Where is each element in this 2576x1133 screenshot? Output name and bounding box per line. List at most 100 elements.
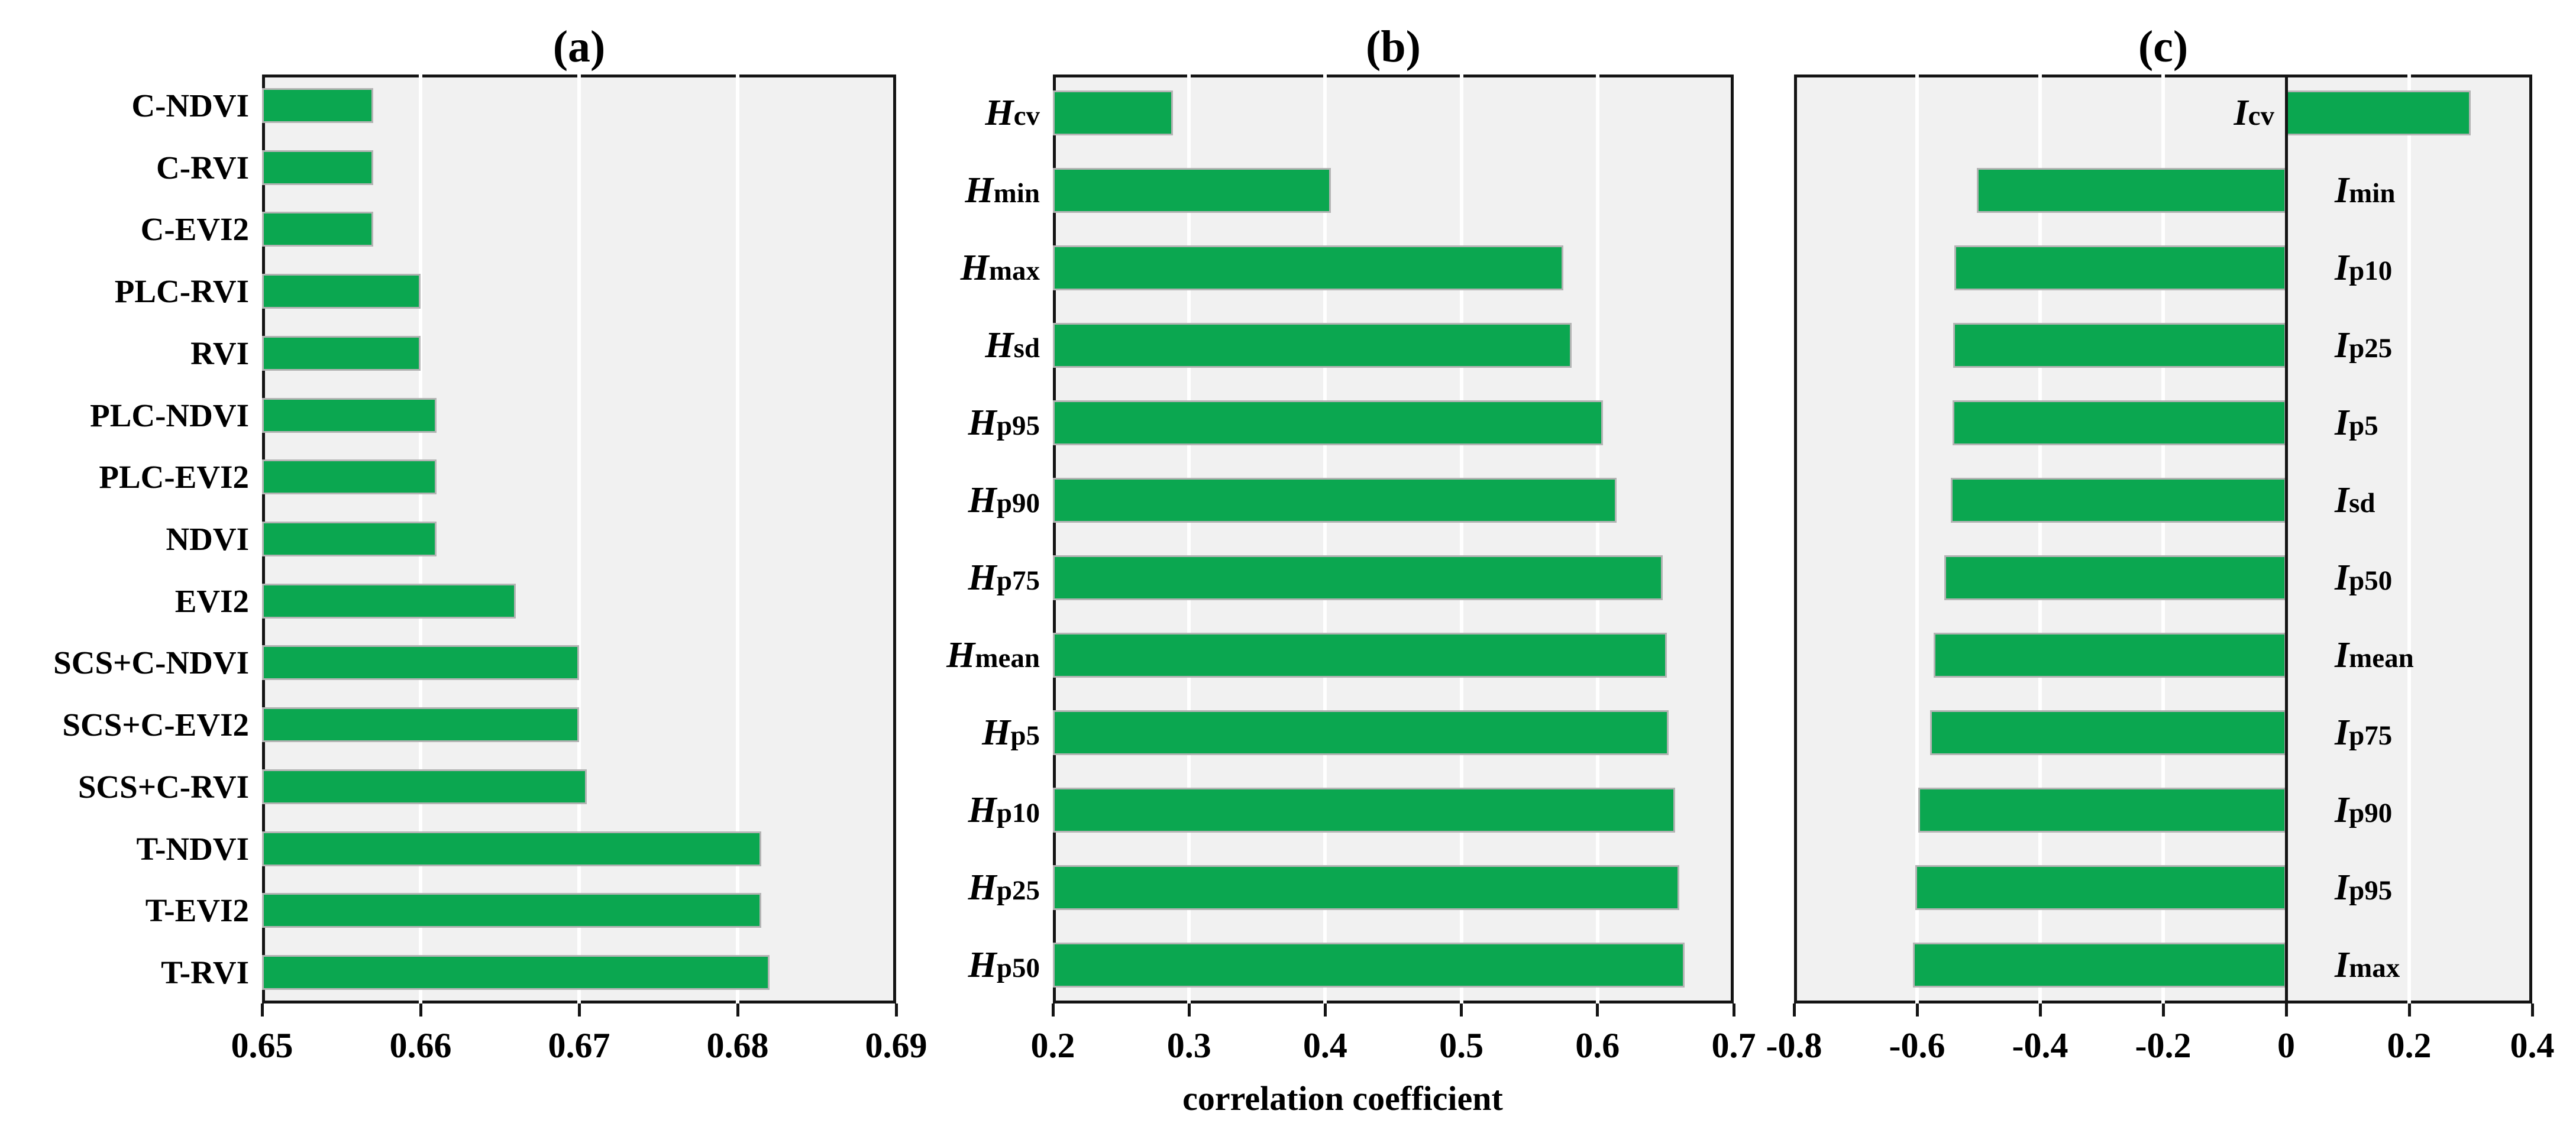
category-suffix: p75 xyxy=(996,565,1040,596)
category-label: T-RVI xyxy=(0,955,249,990)
category-prefix: H xyxy=(968,944,997,985)
tick-mark xyxy=(2530,1003,2534,1017)
category-label: Hmean xyxy=(596,633,1040,678)
bar xyxy=(1053,555,1663,600)
category-suffix: min xyxy=(993,178,1040,209)
category-prefix: H xyxy=(968,557,997,598)
category-suffix: p75 xyxy=(2349,720,2393,751)
tick-label: 0.65 xyxy=(231,1026,293,1065)
gridline xyxy=(577,75,581,1003)
category-suffix: sd xyxy=(2349,488,2375,519)
category-label: Ip10 xyxy=(2335,245,2576,290)
panel-title: (a) xyxy=(552,22,606,72)
category-prefix: I xyxy=(2335,325,2349,366)
category-text: T-EVI2 xyxy=(145,892,249,929)
category-label: C-RVI xyxy=(0,150,249,185)
category-suffix: p90 xyxy=(996,488,1040,519)
category-label: Hp75 xyxy=(596,555,1040,600)
tick-label: -0.2 xyxy=(2135,1026,2192,1065)
tick-label: 0.66 xyxy=(389,1026,452,1065)
category-text: NDVI xyxy=(166,521,249,557)
tick-mark xyxy=(2407,1003,2411,1017)
category-label: Hmax xyxy=(596,245,1040,290)
tick-mark xyxy=(2161,1003,2165,1017)
category-prefix: H xyxy=(946,635,975,675)
tick-mark xyxy=(1460,1003,1463,1017)
gridline xyxy=(1187,75,1191,1003)
bar xyxy=(262,707,579,743)
category-label: Ip50 xyxy=(2335,555,2576,600)
bar xyxy=(262,274,421,309)
category-prefix: H xyxy=(985,93,1014,134)
category-prefix: I xyxy=(2335,557,2349,598)
bar xyxy=(1053,865,1679,910)
bar xyxy=(262,893,762,928)
category-text: T-RVI xyxy=(161,954,249,991)
category-suffix: cv xyxy=(2248,101,2274,132)
tick-mark xyxy=(1792,1003,1796,1017)
bar xyxy=(262,955,770,990)
category-suffix: p95 xyxy=(996,410,1040,442)
gridline xyxy=(2038,75,2042,1003)
bar xyxy=(1053,323,1572,368)
tick-mark xyxy=(1732,1003,1735,1017)
category-prefix: I xyxy=(2335,867,2349,908)
category-prefix: I xyxy=(2335,635,2349,675)
bar xyxy=(262,88,373,123)
tick-mark xyxy=(577,1003,581,1017)
category-suffix: mean xyxy=(975,642,1040,674)
category-text: EVI2 xyxy=(174,582,249,619)
category-label: PLC-EVI2 xyxy=(0,459,249,494)
category-suffix: mean xyxy=(2349,642,2414,674)
bar xyxy=(1976,168,2286,213)
category-suffix: cv xyxy=(1013,101,1040,132)
bar xyxy=(262,583,516,619)
category-prefix: I xyxy=(2335,480,2349,521)
category-suffix: max xyxy=(988,255,1040,287)
category-prefix: H xyxy=(965,170,994,211)
category-label: C-EVI2 xyxy=(0,212,249,247)
tick-label: 0.6 xyxy=(1575,1026,1620,1065)
category-suffix: p90 xyxy=(2349,797,2393,828)
category-suffix: p5 xyxy=(1010,720,1040,751)
bar xyxy=(262,459,437,495)
tick-label: 0.4 xyxy=(1302,1026,1347,1065)
bar xyxy=(1053,710,1669,755)
tick-label: 0.2 xyxy=(2387,1026,2432,1065)
category-suffix: sd xyxy=(1013,333,1040,364)
tick-mark xyxy=(419,1003,422,1017)
category-label: SCS+C-NDVI xyxy=(0,645,249,680)
category-prefix: I xyxy=(2335,789,2349,830)
category-label: Imean xyxy=(2335,633,2576,678)
category-text: PLC-RVI xyxy=(114,273,249,310)
category-prefix: I xyxy=(2335,712,2349,753)
category-text: SCS+C-NDVI xyxy=(53,645,249,681)
bar xyxy=(262,769,587,804)
bar xyxy=(262,335,421,371)
bar xyxy=(1918,787,2286,833)
category-label: Hp90 xyxy=(596,478,1040,523)
tick-mark xyxy=(1187,1003,1191,1017)
tick-mark xyxy=(2284,1003,2288,1017)
plot-area xyxy=(1053,75,1734,1003)
category-label: Isd xyxy=(2335,478,2576,523)
category-suffix: p50 xyxy=(996,952,1040,983)
category-prefix: H xyxy=(982,712,1011,753)
tick-mark xyxy=(894,1003,898,1017)
category-text: PLC-NDVI xyxy=(90,397,249,433)
bar xyxy=(1912,942,2286,988)
category-label: T-EVI2 xyxy=(0,893,249,928)
gridline xyxy=(736,75,739,1003)
category-prefix: H xyxy=(968,867,997,908)
tick-label: 0.2 xyxy=(1030,1026,1075,1065)
zero-axis-line xyxy=(2284,75,2288,1003)
category-text: SCS+C-RVI xyxy=(77,768,249,805)
bar xyxy=(1053,478,1617,523)
category-suffix: p10 xyxy=(996,797,1040,828)
bar xyxy=(262,522,437,556)
category-prefix: I xyxy=(2335,248,2349,289)
bar xyxy=(2286,90,2471,136)
bar xyxy=(1929,710,2286,755)
bar xyxy=(1053,168,1331,213)
